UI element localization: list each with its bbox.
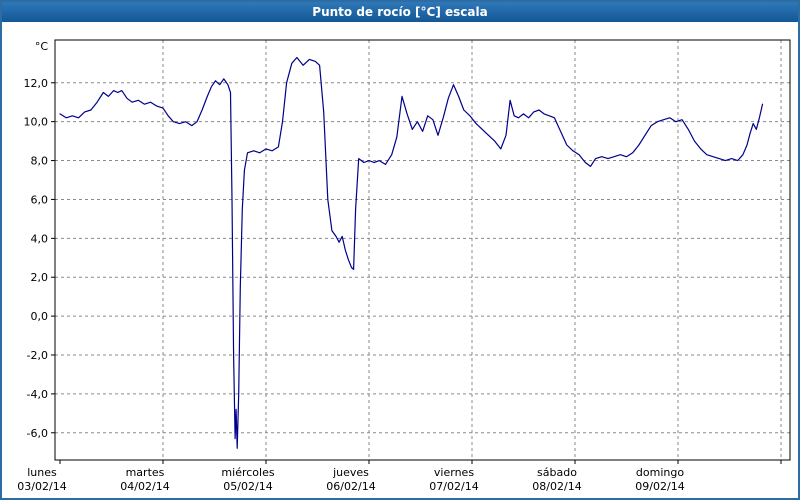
x-axis-day-date: 08/02/14 bbox=[532, 480, 581, 493]
x-axis-day-date: 05/02/14 bbox=[223, 480, 272, 493]
x-axis-day-date: 09/02/14 bbox=[635, 480, 684, 493]
y-axis-tick-label: 0,0 bbox=[31, 310, 49, 323]
x-axis-day-name: sábado bbox=[537, 466, 577, 479]
x-axis-day-date: 04/02/14 bbox=[120, 480, 169, 493]
x-axis-day-name: domingo bbox=[636, 466, 684, 479]
y-axis-tick-label: -4,0 bbox=[27, 388, 48, 401]
x-axis-day-name: viernes bbox=[434, 466, 474, 479]
x-axis-day-name: miércoles bbox=[221, 466, 274, 479]
x-axis-day-date: 03/02/14 bbox=[17, 480, 66, 493]
x-axis-day-name: martes bbox=[126, 466, 165, 479]
y-axis-tick-label: 4,0 bbox=[31, 232, 49, 245]
x-axis-day-name: jueves bbox=[332, 466, 369, 479]
y-axis-unit-label: °C bbox=[35, 40, 49, 53]
x-axis-day-date: 07/02/14 bbox=[429, 480, 478, 493]
window-title: Punto de rocío [°C] escala bbox=[312, 5, 488, 19]
y-axis-tick-label: 2,0 bbox=[31, 271, 49, 284]
dew-point-chart-svg: 12,0 10,0 8,0 6,0 4,0 2,0 0,0 -2,0 -4,0 -6,0 °C lun… bbox=[17, 39, 791, 493]
y-axis-tick-label: 12,0 bbox=[24, 77, 49, 90]
y-axis-tick-label: 8,0 bbox=[31, 155, 49, 168]
y-axis-tick-label: 6,0 bbox=[31, 193, 49, 206]
window-title-bar: Punto de rocío [°C] escala bbox=[2, 2, 798, 22]
y-axis-tick-label: -6,0 bbox=[27, 427, 48, 440]
x-axis-day-name: lunes bbox=[27, 466, 57, 479]
x-axis-day-date: 06/02/14 bbox=[326, 480, 375, 493]
y-axis-tick-label: -2,0 bbox=[27, 349, 48, 362]
plot-frame bbox=[54, 39, 791, 461]
y-axis-tick-label: 10,0 bbox=[24, 116, 49, 129]
series-line-dew-point bbox=[59, 56, 764, 449]
chart-area: 12,0 10,0 8,0 6,0 4,0 2,0 0,0 -2,0 -4,0 -6,0 °C lun… bbox=[2, 22, 798, 498]
